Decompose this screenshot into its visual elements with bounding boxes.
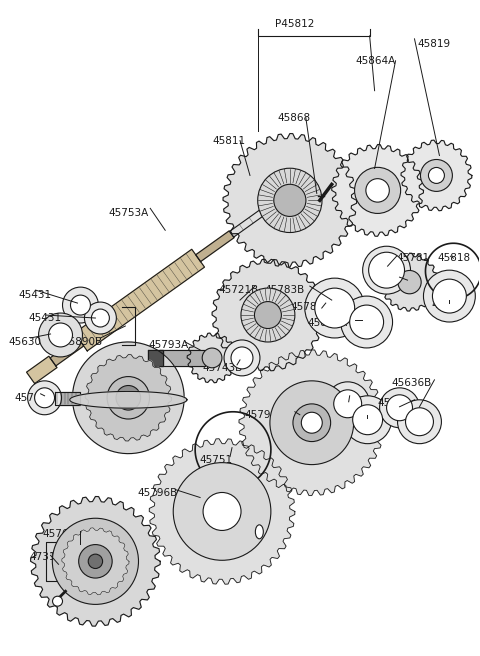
Circle shape [341, 296, 393, 348]
Text: 45790B: 45790B [244, 410, 284, 420]
Polygon shape [196, 231, 234, 262]
Text: 45431: 45431 [19, 290, 52, 300]
Polygon shape [70, 392, 187, 408]
Circle shape [79, 544, 112, 578]
Circle shape [429, 167, 444, 184]
Text: 45782: 45782 [291, 302, 324, 312]
Circle shape [326, 382, 370, 426]
Text: 45806A: 45806A [308, 318, 348, 328]
Polygon shape [229, 176, 312, 237]
Circle shape [350, 305, 384, 339]
Text: 45819: 45819 [418, 39, 451, 49]
Text: 47311A: 47311A [30, 552, 70, 562]
Polygon shape [62, 528, 129, 595]
Polygon shape [212, 259, 324, 371]
Text: 45811: 45811 [212, 136, 245, 146]
Text: 45890B: 45890B [62, 337, 103, 347]
Text: 45816: 45816 [384, 275, 418, 285]
Polygon shape [239, 350, 384, 495]
Circle shape [363, 246, 410, 294]
Circle shape [107, 377, 150, 419]
Circle shape [369, 252, 405, 288]
Circle shape [254, 302, 281, 329]
Polygon shape [381, 253, 438, 311]
Polygon shape [50, 338, 84, 366]
Circle shape [202, 348, 222, 368]
Circle shape [35, 388, 55, 408]
Polygon shape [187, 333, 237, 382]
Circle shape [344, 396, 392, 443]
Circle shape [231, 347, 253, 369]
Text: 45753A: 45753A [108, 209, 149, 218]
Circle shape [116, 386, 141, 410]
Text: 45798: 45798 [15, 393, 48, 403]
Circle shape [91, 309, 109, 327]
Text: 45796B: 45796B [137, 487, 178, 497]
Circle shape [293, 404, 331, 441]
Text: 45743B: 45743B [202, 363, 242, 373]
Circle shape [406, 408, 433, 436]
Circle shape [258, 168, 322, 232]
Polygon shape [31, 497, 160, 626]
Circle shape [301, 412, 322, 433]
Circle shape [334, 390, 361, 418]
Text: 45851: 45851 [378, 398, 411, 408]
Text: 45636B: 45636B [392, 378, 432, 388]
Circle shape [38, 313, 83, 357]
Circle shape [241, 288, 295, 342]
Polygon shape [72, 342, 184, 454]
Circle shape [423, 270, 475, 322]
Circle shape [386, 395, 412, 420]
Text: 45738: 45738 [330, 415, 363, 424]
Circle shape [52, 518, 139, 604]
Circle shape [173, 462, 271, 560]
Text: 45630: 45630 [9, 337, 42, 347]
Circle shape [224, 340, 260, 376]
Circle shape [432, 279, 467, 313]
Text: 45817: 45817 [432, 300, 465, 310]
Polygon shape [332, 144, 423, 236]
Polygon shape [149, 439, 295, 584]
Text: 45431: 45431 [29, 313, 62, 323]
Text: 45868: 45868 [278, 113, 311, 123]
Circle shape [398, 270, 421, 294]
Text: P45812: P45812 [275, 19, 314, 29]
Polygon shape [148, 350, 163, 366]
Ellipse shape [255, 525, 264, 539]
Circle shape [270, 381, 354, 464]
Circle shape [62, 287, 98, 323]
Polygon shape [55, 392, 81, 405]
Circle shape [274, 184, 306, 216]
Circle shape [88, 554, 103, 569]
Circle shape [355, 167, 401, 213]
Circle shape [305, 278, 365, 338]
Text: 45721B: 45721B [218, 285, 258, 295]
Polygon shape [85, 355, 171, 441]
Text: 45751: 45751 [199, 455, 232, 464]
Polygon shape [160, 350, 205, 366]
Text: 45864A: 45864A [356, 56, 396, 66]
Polygon shape [401, 140, 472, 211]
Circle shape [366, 178, 389, 202]
Text: 45738: 45738 [315, 395, 348, 405]
Polygon shape [223, 134, 357, 267]
Text: 45783B: 45783B [265, 285, 305, 295]
Circle shape [353, 405, 383, 435]
Text: 45793A: 45793A [148, 340, 189, 350]
Circle shape [203, 493, 241, 531]
Circle shape [315, 288, 355, 328]
Circle shape [28, 381, 61, 415]
Text: 45781: 45781 [396, 253, 430, 263]
Circle shape [52, 596, 62, 606]
Circle shape [48, 323, 72, 347]
Polygon shape [26, 356, 57, 384]
Circle shape [71, 295, 90, 315]
Circle shape [397, 400, 442, 443]
Circle shape [380, 388, 420, 428]
Polygon shape [74, 249, 204, 351]
Circle shape [420, 159, 452, 192]
Text: 45760B: 45760B [43, 529, 83, 539]
Circle shape [84, 302, 116, 334]
Text: 45818: 45818 [437, 253, 470, 263]
